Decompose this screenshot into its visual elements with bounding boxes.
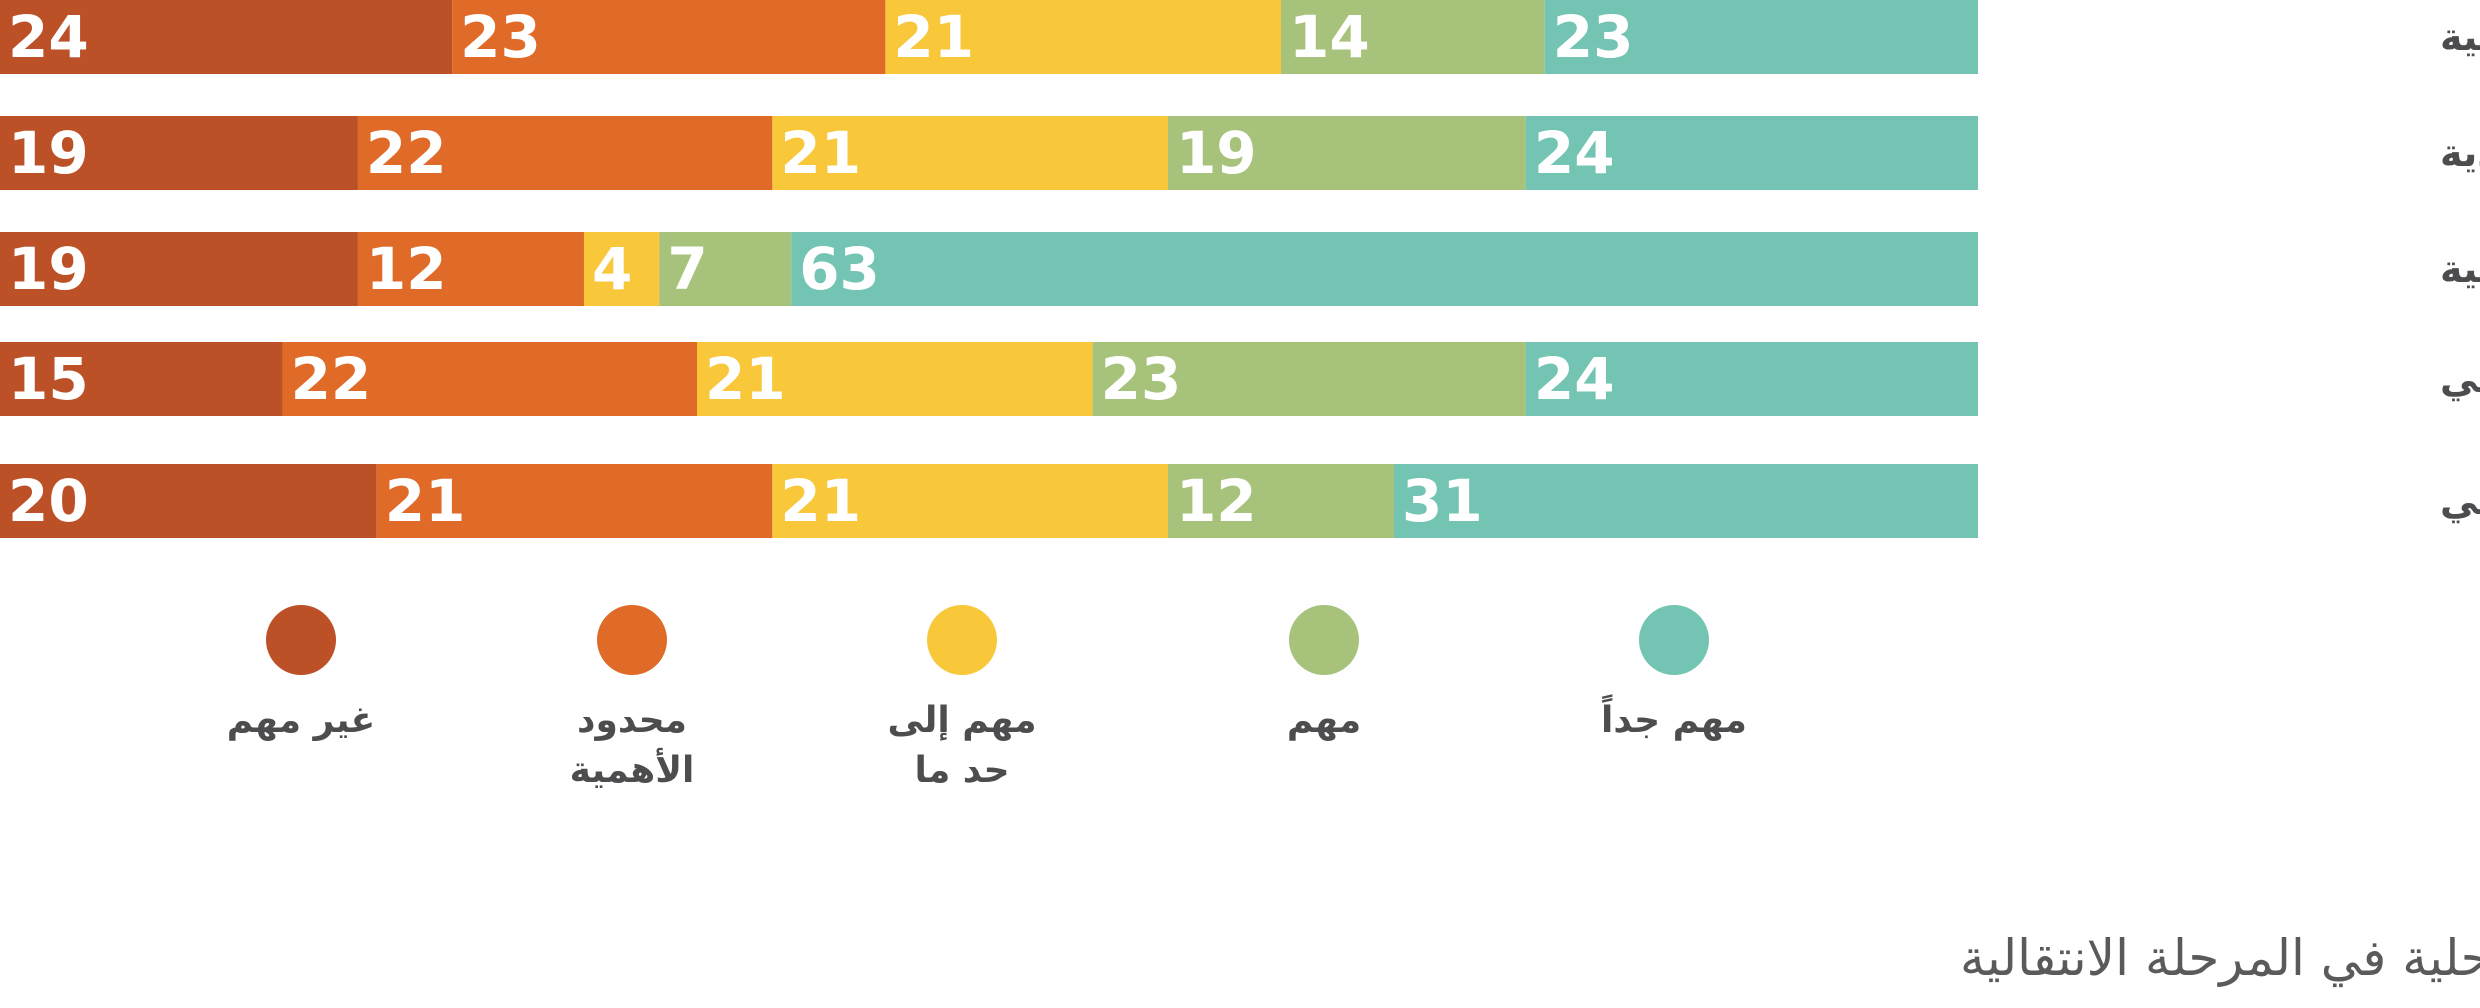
legend-label: غير مهم bbox=[227, 700, 376, 741]
bar-segment bbox=[659, 232, 792, 306]
bar-row: 19 12 4 7 63 bbox=[0, 232, 1979, 306]
bar-segment bbox=[357, 232, 584, 306]
bar-segment bbox=[0, 464, 377, 538]
bar-value-label: 20 bbox=[8, 467, 89, 535]
bar-segment bbox=[772, 116, 1168, 190]
legend-swatch bbox=[597, 605, 667, 675]
legend-item: مهم bbox=[1287, 605, 1361, 741]
bar-segment bbox=[1167, 464, 1395, 538]
bar-value-label: 31 bbox=[1402, 467, 1483, 535]
bar-value-label: 22 bbox=[291, 345, 372, 413]
bar-value-label: 19 bbox=[8, 119, 89, 187]
bar-value-label: 14 bbox=[1289, 3, 1370, 71]
bar-value-label: 23 bbox=[1553, 3, 1634, 71]
bar-value-label: 12 bbox=[1176, 467, 1257, 535]
legend-label: مهم إلى bbox=[887, 700, 1036, 741]
bar-segment bbox=[697, 342, 1093, 416]
legend-item: محدود الأهمية bbox=[570, 605, 695, 791]
bar-value-label: 23 bbox=[1101, 345, 1182, 413]
category-label: توفير الأمن المحلي bbox=[2440, 355, 2480, 401]
bar-value-label: 63 bbox=[799, 235, 880, 303]
bar-segment bbox=[1544, 0, 1978, 74]
legend-label: حد ما bbox=[914, 750, 1009, 791]
bar-value-label: 21 bbox=[780, 467, 861, 535]
bar-value-label: 24 bbox=[1534, 345, 1615, 413]
bar-value-label: 21 bbox=[893, 3, 974, 71]
bar-segment bbox=[282, 342, 698, 416]
bar-segment bbox=[1525, 342, 1978, 416]
bar-segment bbox=[791, 232, 1979, 306]
bar-segment bbox=[583, 232, 660, 306]
bar-row: 19 22 21 19 24 bbox=[0, 116, 1978, 190]
legend-label: مهم bbox=[1287, 700, 1361, 741]
bar-value-label: 21 bbox=[705, 345, 786, 413]
category-label: التنمية الاقتصادية bbox=[2440, 131, 2480, 175]
legend-swatch bbox=[927, 605, 997, 675]
bar-value-label: 4 bbox=[592, 235, 632, 303]
bar-value-label: 15 bbox=[8, 345, 89, 413]
legend-swatch bbox=[1639, 605, 1709, 675]
legend-label: الأهمية bbox=[570, 747, 695, 791]
category-label: تعزيز السلم الأهلي bbox=[2440, 477, 2480, 524]
legend-item: مهم إلى حد ما bbox=[887, 605, 1037, 791]
bar-segment bbox=[357, 116, 773, 190]
bar-row: 15 22 21 23 24 bbox=[0, 342, 1978, 416]
category-label: توفير الخدمات الأساسية bbox=[2440, 245, 2480, 291]
legend-swatch bbox=[266, 605, 336, 675]
bar-value-label: 24 bbox=[1534, 119, 1615, 187]
category-label: دفع العملية السياسية bbox=[2440, 15, 2480, 59]
bar-segment bbox=[772, 464, 1168, 538]
bar-value-label: 12 bbox=[366, 235, 447, 303]
legend-item: غير مهم bbox=[227, 605, 376, 741]
legend-swatch bbox=[1289, 605, 1359, 675]
bar-segment bbox=[0, 116, 358, 190]
bar-segment bbox=[1280, 0, 1545, 74]
legend-label: محدود bbox=[577, 700, 687, 741]
bar-value-label: 19 bbox=[1176, 119, 1257, 187]
bar-segment bbox=[1394, 464, 1978, 538]
legend: غير مهم محدود الأهمية مهم إلى حد ما مهم مهم جد… bbox=[227, 605, 1747, 791]
bar-value-label: 24 bbox=[8, 3, 89, 71]
bar-segment bbox=[1092, 342, 1526, 416]
bar-segment bbox=[0, 342, 283, 416]
bar-value-label: 21 bbox=[385, 467, 466, 535]
bar-segment bbox=[1525, 116, 1978, 190]
bar-segment bbox=[885, 0, 1281, 74]
bar-segment bbox=[1167, 116, 1526, 190]
bar-row: 20 21 21 12 31 bbox=[0, 464, 1978, 538]
bar-segment bbox=[452, 0, 886, 74]
legend-label: مهم جداً bbox=[1601, 694, 1747, 741]
category-labels: دفع العملية السياسية التنمية الاقتصادية تو… bbox=[2440, 15, 2480, 524]
bar-segment bbox=[376, 464, 773, 538]
bar-value-label: 7 bbox=[667, 235, 707, 303]
bar-value-label: 22 bbox=[366, 119, 447, 187]
bar-value-label: 21 bbox=[780, 119, 861, 187]
bar-value-label: 19 bbox=[8, 235, 89, 303]
bar-row: 24 23 21 14 23 bbox=[0, 0, 1978, 74]
chart-caption: الشكل رقم (13) دور المجالس المحلية في ال… bbox=[1960, 929, 2480, 988]
bar-segment bbox=[0, 232, 358, 306]
bar-segment bbox=[0, 0, 453, 74]
legend-item: مهم جداً bbox=[1601, 605, 1747, 741]
bar-value-label: 23 bbox=[460, 3, 541, 71]
